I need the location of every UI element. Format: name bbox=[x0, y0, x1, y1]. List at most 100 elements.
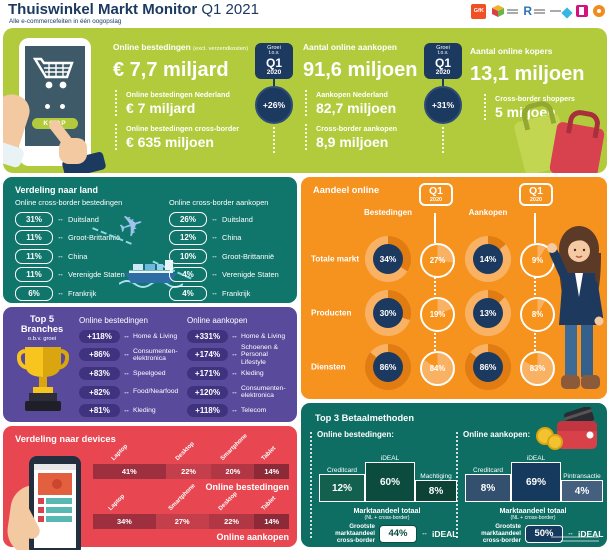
payment-method-label: iDEAL bbox=[380, 455, 400, 462]
bestedingen-device-bar: Laptop 41% Desktop 22% Smartphone 20% Ta… bbox=[93, 433, 289, 479]
pink-logo bbox=[576, 5, 588, 17]
aandeel-online-panel: Aandeel online Bestedingen Aankopen Q1 2… bbox=[301, 177, 607, 399]
cross-border-value: 44% bbox=[379, 524, 417, 543]
aandeel-row: Producten 30% 19% 13% 8% bbox=[301, 290, 607, 336]
badge-year: 2020 bbox=[529, 196, 543, 203]
kpi-sub-stat: Aankopen Nederland 82,7 miljoen bbox=[305, 90, 445, 116]
country-label: Duitsland bbox=[222, 214, 253, 224]
country-row: 31% ↔ Duitsland bbox=[15, 210, 155, 229]
shopping-cart-icon bbox=[33, 57, 74, 89]
kpi-sub-label: Online bestedingen cross-border bbox=[126, 124, 240, 133]
double-arrow-icon: ↔ bbox=[567, 530, 574, 538]
double-arrow-icon: ↔ bbox=[231, 407, 238, 415]
device-label: Desktop bbox=[218, 491, 240, 512]
branch-growth-badge: +86% bbox=[79, 348, 120, 362]
double-arrow-icon: ↔ bbox=[231, 332, 238, 340]
branch-growth-badge: +118% bbox=[187, 404, 228, 418]
double-arrow-icon: ↔ bbox=[57, 289, 64, 297]
branch-row: +171% ↔ Kleding bbox=[187, 364, 293, 383]
kpi-value: 91,6 miljoen bbox=[303, 59, 418, 81]
branch-row: +118% ↔ Home & Living bbox=[79, 327, 185, 346]
country-label: China bbox=[222, 233, 242, 243]
growth-percentage: +31% bbox=[424, 85, 462, 124]
kpi-sub-value: 8,9 miljoen bbox=[316, 134, 389, 150]
branch-growth-badge: +118% bbox=[79, 329, 120, 343]
segment-value: 34% bbox=[116, 517, 132, 526]
trophy-icon bbox=[17, 347, 69, 411]
payment-share: 69% bbox=[525, 476, 546, 488]
device-label: Laptop bbox=[107, 493, 126, 512]
donut-value: 84% bbox=[429, 364, 446, 373]
double-arrow-icon: ↔ bbox=[57, 234, 64, 242]
branch-label: Schoenen & Personal Lifestyle bbox=[241, 343, 279, 366]
branch-label: Kleding bbox=[133, 407, 156, 414]
donut-chart: 86% bbox=[365, 344, 411, 390]
retail-r-logo: R bbox=[523, 5, 545, 17]
list-heading: Online aankopen bbox=[187, 316, 248, 325]
growth-percentage: +26% bbox=[255, 85, 293, 124]
country-label: Frankrijk bbox=[68, 288, 97, 298]
kpi-sub-label: Cross-border shoppers bbox=[495, 94, 575, 103]
donut-value: 34% bbox=[373, 244, 403, 274]
double-arrow-icon: ↔ bbox=[211, 252, 218, 260]
double-arrow-icon: ↔ bbox=[211, 234, 218, 242]
logo-text-lines bbox=[507, 8, 519, 15]
growth-badge-word: Groei bbox=[436, 45, 450, 51]
kpi-sub-stat: Online bestedingen Nederland € 7 miljard bbox=[115, 90, 255, 116]
donut-value: 8% bbox=[531, 310, 544, 319]
bar-caption: Online aankopen bbox=[216, 532, 289, 542]
segment-value: 14% bbox=[264, 517, 280, 526]
double-arrow-icon: ↔ bbox=[123, 407, 130, 415]
branch-row: +331% ↔ Home & Living bbox=[187, 327, 293, 346]
bar-segment: Tablet 14% bbox=[254, 496, 289, 529]
device-label: Tablet bbox=[260, 495, 277, 512]
badge-year: 2020 bbox=[429, 196, 443, 203]
credit-text-lines bbox=[551, 534, 599, 542]
double-arrow-icon: ↔ bbox=[231, 369, 238, 377]
cube-icon bbox=[492, 5, 505, 17]
bar-segment: Desktop 22% bbox=[208, 491, 255, 529]
gem-logo bbox=[550, 5, 573, 19]
connector-line bbox=[434, 213, 436, 241]
kpi-band: KOOP Online bestedingen (excl. verzendko… bbox=[3, 28, 607, 173]
branch-growth-badge: +174% bbox=[187, 348, 228, 362]
double-arrow-icon: ↔ bbox=[123, 351, 130, 359]
payment-method-label: Creditcard bbox=[327, 467, 357, 474]
donut-value: 27% bbox=[429, 256, 446, 265]
country-row: 12% ↔ China bbox=[169, 229, 309, 248]
branch-label: Kleding bbox=[241, 369, 264, 377]
branch-row: +118% ↔ Telecom bbox=[187, 401, 293, 420]
device-label: Smartphone bbox=[167, 482, 197, 512]
donut-chart: 13% bbox=[465, 290, 511, 336]
donut-value: 86% bbox=[473, 352, 503, 382]
row-label: Producten bbox=[311, 308, 352, 318]
cross-border-bestedingen-list: Online cross-border bestedingen 31% ↔ Du… bbox=[15, 198, 155, 303]
double-arrow-icon: ↔ bbox=[231, 388, 238, 396]
section-heading: Online bestedingen: bbox=[317, 430, 394, 439]
shopping-bags-illustration bbox=[511, 98, 607, 173]
payment-share: 8% bbox=[480, 482, 496, 494]
betaalmethoden-aankopen: Online aankopen: Creditcard 8% iDEAL 69%… bbox=[456, 430, 604, 545]
country-row: 4% ↔ Frankrijk bbox=[169, 284, 309, 303]
donut-chart-prev-year: 83% bbox=[520, 351, 555, 386]
branch-row: +86% ↔ Consumenten-elektronica bbox=[79, 346, 185, 365]
country-row: 11% ↔ Verenigde Staten bbox=[15, 266, 155, 285]
badge-quarter: Q1 bbox=[528, 185, 543, 197]
growth-badge-word: t.o.v. bbox=[268, 50, 280, 57]
connector-line bbox=[534, 213, 536, 241]
kpi-title: Aantal online kopers bbox=[470, 46, 553, 56]
presenter-illustration bbox=[547, 226, 604, 389]
kpi-title: Aantal online aankopen bbox=[303, 42, 398, 52]
tablet-illustration: KOOP bbox=[3, 32, 109, 173]
kpi-sub-stat: Online bestedingen cross-border € 635 mi… bbox=[115, 124, 255, 150]
branch-row: +83% ↔ Speelgoed bbox=[79, 364, 185, 383]
cross-border-aankopen-list: Online cross-border aankopen 26% ↔ Duits… bbox=[169, 198, 309, 303]
branch-growth-badge: +120% bbox=[187, 385, 228, 399]
double-arrow-icon: ↔ bbox=[123, 369, 130, 377]
gfk-logo: GfK bbox=[471, 3, 487, 19]
dotted-connector bbox=[442, 126, 444, 153]
double-arrow-icon: ↔ bbox=[211, 289, 218, 297]
cross-border-label: Grootste marktaandeel cross-border bbox=[481, 523, 521, 545]
segment-value: 22% bbox=[181, 467, 196, 476]
panel-subtitle: o.b.v. groei bbox=[27, 335, 57, 342]
